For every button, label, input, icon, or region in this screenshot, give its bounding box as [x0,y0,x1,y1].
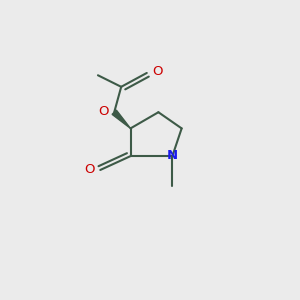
Text: O: O [98,105,108,118]
Polygon shape [112,110,130,128]
Text: O: O [152,65,162,78]
Text: O: O [84,164,94,176]
Text: N: N [167,149,178,162]
